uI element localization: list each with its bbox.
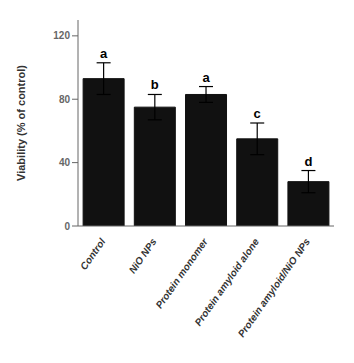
- svg-text:Control: Control: [78, 236, 108, 272]
- svg-text:Protein monomer: Protein monomer: [153, 235, 210, 310]
- svg-text:b: b: [151, 77, 159, 92]
- svg-text:NiO NPs: NiO NPs: [127, 236, 159, 275]
- svg-text:a: a: [100, 46, 108, 61]
- svg-text:120: 120: [53, 30, 70, 41]
- svg-text:80: 80: [59, 94, 71, 105]
- svg-text:Protein amyloid alone: Protein amyloid alone: [192, 236, 261, 328]
- svg-text:c: c: [254, 106, 261, 121]
- svg-text:40: 40: [59, 157, 71, 168]
- svg-text:0: 0: [64, 221, 70, 232]
- svg-text:a: a: [202, 70, 210, 85]
- svg-text:d: d: [304, 154, 312, 169]
- svg-text:Protein amyloid/NiO NPs: Protein amyloid/NiO NPs: [236, 236, 313, 339]
- svg-text:Viability (% of control): Viability (% of control): [15, 65, 27, 181]
